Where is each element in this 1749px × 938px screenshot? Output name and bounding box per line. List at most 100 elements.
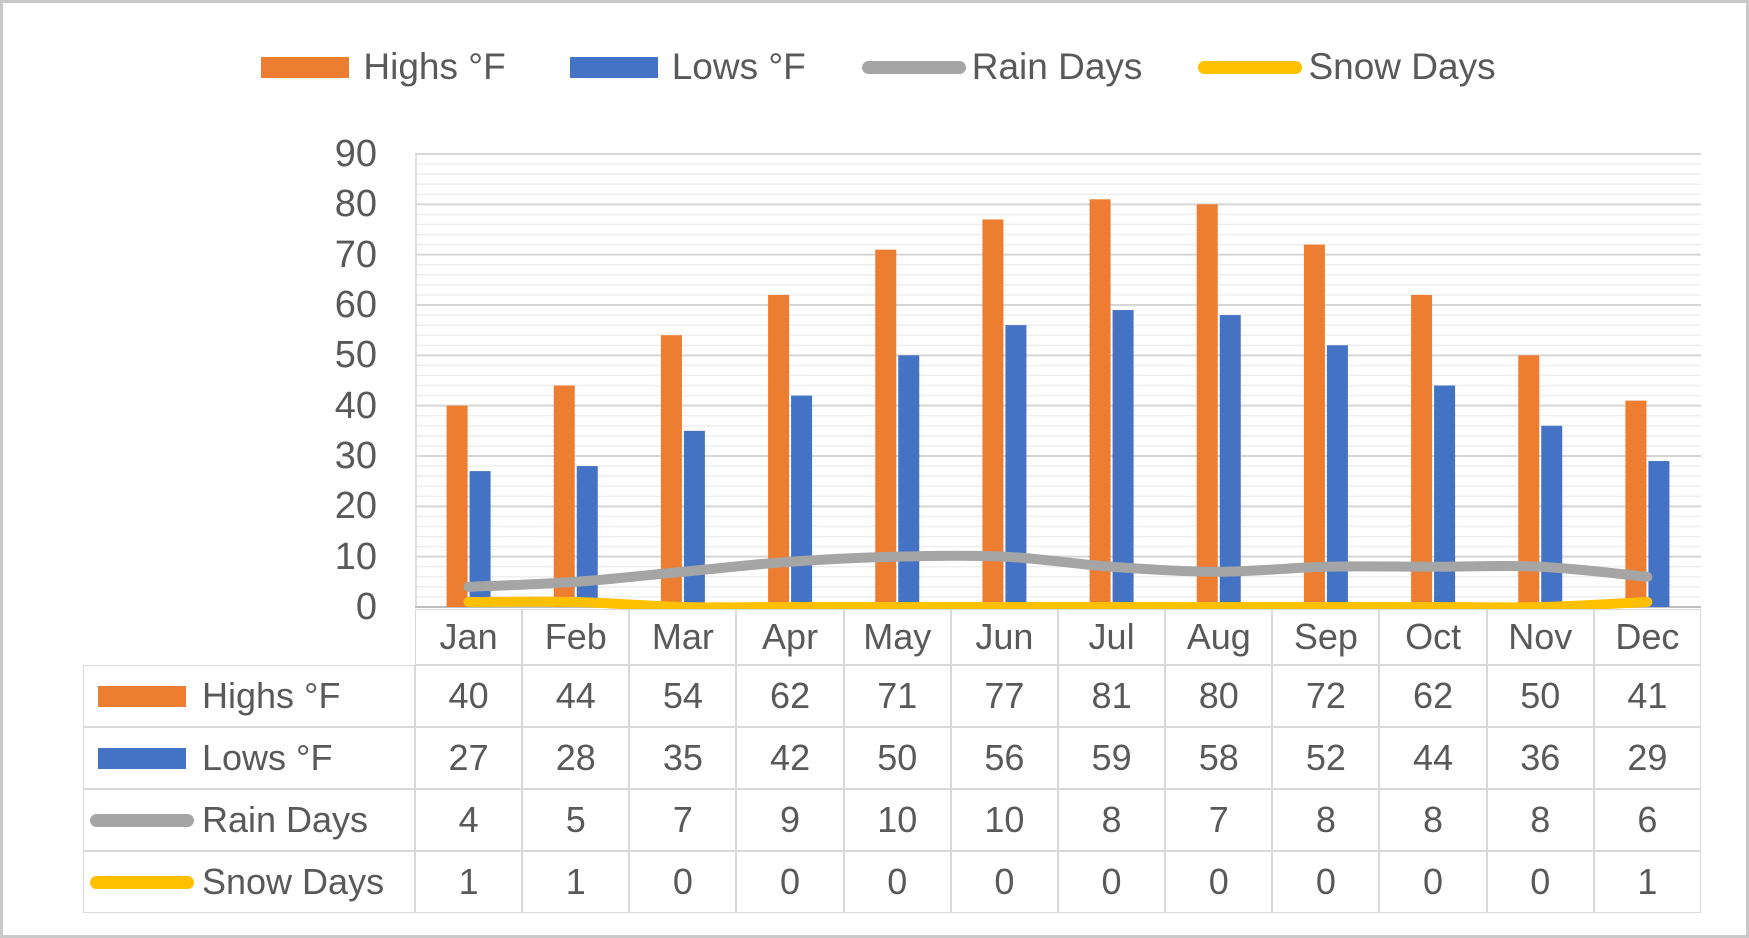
highs-f-bar-apr [768,294,790,607]
legend-label: Highs °F [363,46,506,87]
lows-f-bar-feb [576,466,598,607]
value-cell-lows-f-dec: 29 [1593,727,1701,789]
value-cell-snow-days-dec: 1 [1593,851,1701,913]
value-cell-rain-days-jul: 8 [1057,789,1166,851]
value-cell-snow-days-aug: 0 [1165,851,1273,913]
legend-label: Lows °F [671,46,806,87]
lows-f-color-swatch [98,747,186,769]
lows-f-bar-nov [1541,425,1563,607]
value-cell-highs-f-aug: 80 [1165,665,1273,727]
highs-f-bar-aug [1196,204,1218,608]
series-name-cell-snow-days: Snow Days [83,851,415,913]
y-tick-label-80: 80 [334,183,377,226]
legend-item-highs-f: Highs °F [253,43,506,91]
lows-f-bar-aug [1219,315,1241,607]
combo-chart-plot [415,153,1701,613]
value-cell-lows-f-feb: 28 [522,727,630,789]
value-cell-lows-f-jan: 27 [415,727,523,789]
value-cell-highs-f-nov: 50 [1486,665,1594,727]
series-name-label: Lows °F [202,737,333,778]
rain-days-color-swatch [90,813,194,827]
value-cell-rain-days-jun: 10 [950,789,1058,851]
lows-f-bar-oct [1434,385,1456,607]
value-cell-lows-f-apr: 42 [736,727,844,789]
highs-f-bar-may [875,249,897,607]
value-cell-snow-days-nov: 0 [1486,851,1594,913]
y-tick-label-60: 60 [334,284,377,326]
y-tick-label-30: 30 [334,435,377,477]
month-header-aug: Aug [1165,609,1273,665]
series-name-cell-rain-days: Rain Days [83,789,415,851]
lows-f-bar-may [898,355,920,607]
lows-f-color-swatch [569,56,658,78]
value-cell-snow-days-sep: 0 [1272,851,1380,913]
value-cell-lows-f-aug: 58 [1165,727,1273,789]
highs-f-bar-jan [446,405,468,607]
value-cell-lows-f-may: 50 [843,727,951,789]
chart-data-table: Jan Feb Mar Apr May Jun Jul Aug Sep Oct Nov Dec High… [83,609,1701,913]
value-cell-rain-days-oct: 8 [1379,789,1487,851]
highs-f-bar-oct [1411,294,1433,607]
legend-item-rain-days: Rain Days [861,43,1142,91]
value-cell-rain-days-feb: 5 [522,789,630,851]
month-header-apr: Apr [736,609,844,665]
snow-days-legend-key-icon [1198,54,1303,80]
month-header-jan: Jan [415,609,523,665]
legend-item-lows-f: Lows °F [562,43,806,91]
lows-f-bar-sep [1326,345,1348,607]
value-cell-snow-days-mar: 0 [629,851,737,913]
lows-f-bar-jul [1112,310,1134,607]
y-tick-label-10: 10 [334,535,377,578]
month-header-may: May [843,609,951,665]
value-cell-highs-f-mar: 54 [629,665,737,727]
series-name-label: Rain Days [202,799,369,840]
y-tick-label-0: 0 [355,586,377,628]
chart-legend: Highs °F Lows °F Rain Days Snow Days [3,43,1746,91]
y-tick-label-70: 70 [334,233,377,276]
highs-f-bar-jun [982,219,1004,607]
value-cell-lows-f-oct: 44 [1379,727,1487,789]
highs-f-bar-jul [1089,199,1111,608]
lows-f-bar-apr [791,395,813,607]
month-header-mar: Mar [629,609,737,665]
value-cell-highs-f-feb: 44 [522,665,630,727]
highs-f-bar-feb [553,385,575,607]
highs-f-table-key-icon [90,683,194,709]
value-cell-highs-f-apr: 62 [736,665,844,727]
highs-f-legend-key-icon [253,54,357,80]
snow-days-table-key-icon [90,869,194,895]
month-header-oct: Oct [1379,609,1487,665]
highs-f-bar-sep [1303,244,1325,607]
value-cell-rain-days-aug: 7 [1165,789,1273,851]
value-cell-rain-days-nov: 8 [1486,789,1594,851]
month-header-nov: Nov [1486,609,1594,665]
snow-days-line [463,596,1653,613]
value-cell-lows-f-jul: 59 [1057,727,1166,789]
value-cell-highs-f-jan: 40 [415,665,523,727]
rain-days-line [463,550,1653,592]
y-tick-label-40: 40 [334,384,377,427]
value-cell-rain-days-jan: 4 [415,789,523,851]
rain-days-legend-key-icon [861,54,966,80]
value-cell-rain-days-mar: 7 [629,789,737,851]
month-header-dec: Dec [1593,609,1701,665]
value-cell-highs-f-jun: 77 [950,665,1058,727]
legend-item-snow-days: Snow Days [1198,43,1496,91]
value-cell-highs-f-dec: 41 [1593,665,1701,727]
y-tick-label-50: 50 [334,334,377,377]
value-cell-snow-days-apr: 0 [736,851,844,913]
y-tick-label-20: 20 [334,485,377,528]
value-cell-snow-days-may: 0 [843,851,951,913]
highs-f-color-swatch [98,685,186,707]
highs-f-bar-mar [660,335,682,607]
series-name-cell-highs-f: Highs °F [83,665,415,727]
value-cell-highs-f-oct: 62 [1379,665,1487,727]
value-cell-highs-f-sep: 72 [1272,665,1380,727]
value-cell-lows-f-nov: 36 [1486,727,1594,789]
series-name-label: Snow Days [202,861,385,902]
value-cell-lows-f-sep: 52 [1272,727,1380,789]
value-cell-lows-f-jun: 56 [950,727,1058,789]
series-name-label: Highs °F [202,675,341,716]
value-cell-rain-days-sep: 8 [1272,789,1380,851]
